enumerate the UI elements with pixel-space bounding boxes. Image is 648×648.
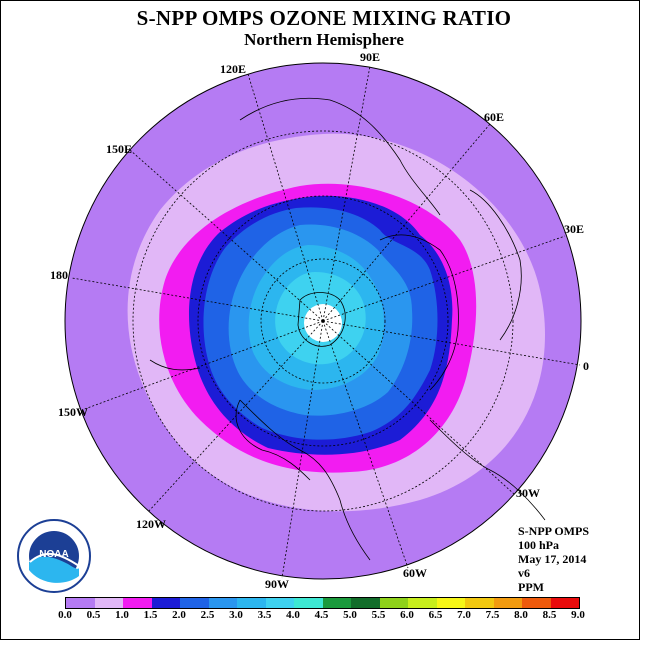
colorbar-tick-label: 7.0 xyxy=(457,609,471,621)
map-frame xyxy=(0,0,640,640)
colorbar-segment xyxy=(265,598,294,608)
colorbar-segment xyxy=(322,598,351,608)
lon-label-150e: 150E xyxy=(106,142,133,156)
colorbar-tick-label: 8.5 xyxy=(542,609,557,621)
colorbar-tick-label: 2.0 xyxy=(172,609,186,621)
colorbar-segment xyxy=(237,598,266,608)
colorbar-segment xyxy=(465,598,494,608)
lon-label-0: 0 xyxy=(583,359,589,373)
colorbar-tick-label: 6.0 xyxy=(400,609,414,621)
colorbar-tick-label: 1.0 xyxy=(115,609,129,621)
colorbar-segment xyxy=(493,598,522,608)
logo-noaa-text: NOAA xyxy=(39,549,68,560)
colorbar-segment xyxy=(208,598,237,608)
info-version: v6 xyxy=(518,566,530,580)
noaa-logo: NOAA xyxy=(16,518,92,594)
colorbar-segment xyxy=(351,598,380,608)
colorbar-tick-label: 0.0 xyxy=(58,609,72,621)
colorbar-tick-label: 3.0 xyxy=(229,609,243,621)
lon-label-30e: 30E xyxy=(564,222,585,236)
colorbar-segment xyxy=(522,598,551,608)
map-subtitle: Northern Hemisphere xyxy=(244,30,404,49)
coastlines xyxy=(149,97,546,561)
info-level: 100 hPa xyxy=(518,538,560,552)
colorbar-tick-label: 0.5 xyxy=(86,609,101,621)
colorbar-tick-label: 7.5 xyxy=(485,609,500,621)
colorbar-tick-label: 6.5 xyxy=(428,609,443,621)
info-date: May 17, 2014 xyxy=(518,552,587,566)
colorbar-segment xyxy=(436,598,465,608)
colorbar-tick-label: 4.5 xyxy=(314,609,329,621)
colorbar-segment xyxy=(123,598,152,608)
lon-label-120w: 120W xyxy=(136,517,166,531)
info-block: S-NPP OMPS 100 hPa May 17, 2014 v6 PPM xyxy=(518,524,589,594)
colorbar-tick-label: 3.5 xyxy=(257,609,272,621)
colorbar-segment xyxy=(379,598,408,608)
lon-label-180: 180 xyxy=(50,268,68,282)
lon-label-60e: 60E xyxy=(484,110,505,124)
colorbar-tick-label: 1.5 xyxy=(143,609,158,621)
colorbar-segment xyxy=(151,598,180,608)
colorbar-tick-label: 9.0 xyxy=(571,609,585,621)
colorbar-segment xyxy=(550,598,579,608)
lon-label-30w: 30W xyxy=(516,486,540,500)
lon-label-120e: 120E xyxy=(220,62,247,76)
colorbar-tick-label: 5.0 xyxy=(343,609,357,621)
colorbar-tick-label: 5.5 xyxy=(371,609,386,621)
colorbar-segment xyxy=(66,598,95,608)
info-instrument: S-NPP OMPS xyxy=(518,524,589,538)
lon-label-90w: 90W xyxy=(265,577,289,591)
colorbar-segment xyxy=(94,598,123,608)
colorbar xyxy=(65,597,580,609)
colorbar-segment xyxy=(408,598,437,608)
colorbar-tick-label: 4.0 xyxy=(286,609,300,621)
info-units: PPM xyxy=(518,580,544,594)
colorbar-segment xyxy=(180,598,209,608)
colorbar-tick-label: 8.0 xyxy=(514,609,528,621)
map-title: S-NPP OMPS OZONE MIXING RATIO xyxy=(136,6,512,30)
colorbar-segment xyxy=(294,598,323,608)
graticule xyxy=(71,65,581,579)
lon-label-90e: 90E xyxy=(360,50,381,64)
lon-label-60w: 60W xyxy=(403,566,427,580)
lon-label-150w: 150W xyxy=(58,405,88,419)
colorbar-tick-label: 2.5 xyxy=(200,609,215,621)
